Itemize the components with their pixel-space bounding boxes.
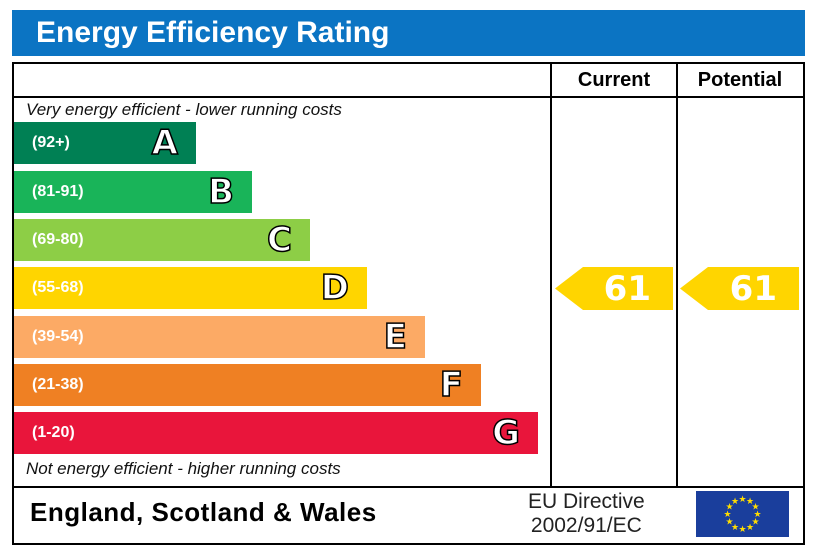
band-d: (55-68) D <box>14 267 367 309</box>
arrow-shape <box>555 267 673 310</box>
band-f: (21-38) F <box>14 364 481 406</box>
footer-region: England, Scotland & Wales <box>30 497 377 527</box>
divider-current <box>550 62 552 488</box>
band-letter: G <box>491 412 520 454</box>
band-letter: B <box>207 171 234 213</box>
band-letter: F <box>439 364 464 406</box>
star-icon: ★ <box>725 517 733 527</box>
current-rating-value: 61 <box>603 269 651 309</box>
band-range: (92+) <box>32 134 70 151</box>
star-icon: ★ <box>751 517 759 527</box>
potential-rating-arrow: 61 <box>680 267 799 310</box>
directive-line2: 2002/91/EC <box>530 514 642 537</box>
title-bar: Energy Efficiency Rating <box>12 10 805 56</box>
chart-title: Energy Efficiency Rating <box>36 16 390 49</box>
band-range: (39-54) <box>32 328 84 345</box>
band-range: (21-38) <box>32 376 84 393</box>
potential-rating-value: 61 <box>729 269 777 309</box>
eu-directive: EU Directive 2002/91/EC <box>528 490 645 538</box>
star-icon: ★ <box>725 502 733 512</box>
top-note: Very energy efficient - lower running co… <box>26 100 342 119</box>
star-icon: ★ <box>753 509 761 519</box>
band-letter: D <box>320 267 350 309</box>
divider-potential <box>676 62 678 488</box>
star-icon: ★ <box>738 494 746 504</box>
footer-divider <box>12 486 803 488</box>
band-b: (81-91) B <box>14 171 252 213</box>
band-range: (55-68) <box>32 279 84 296</box>
band-e: (39-54) E <box>14 316 425 358</box>
column-header-current: Current <box>577 69 651 91</box>
bottom-note: Not energy efficient - higher running co… <box>26 459 341 478</box>
directive-line1: EU Directive <box>528 490 645 513</box>
star-icon: ★ <box>751 502 759 512</box>
star-icon: ★ <box>746 496 754 506</box>
band-letter: E <box>383 316 408 358</box>
band-range: (1-20) <box>32 424 75 441</box>
column-header-potential: Potential <box>697 69 783 91</box>
band-letter: A <box>151 122 179 164</box>
band-range: (81-91) <box>32 183 84 200</box>
star-icon: ★ <box>746 522 754 532</box>
star-icon: ★ <box>723 509 731 519</box>
band-c: (69-80) C <box>14 219 310 261</box>
star-icon: ★ <box>731 496 739 506</box>
star-icon: ★ <box>731 522 739 532</box>
star-icon: ★ <box>738 524 746 534</box>
header-divider <box>12 96 803 98</box>
band-range: (69-80) <box>32 231 84 248</box>
band-g: (1-20) G <box>14 412 538 454</box>
arrow-shape <box>680 267 799 310</box>
band-letter: C <box>266 219 292 261</box>
eu-flag-icon: ★ ★ ★ ★ ★ ★ ★ ★ ★ ★ ★ ★ <box>696 491 789 537</box>
current-rating-arrow: 61 <box>555 267 673 310</box>
rating-table <box>12 62 805 545</box>
band-a: (92+) A <box>14 122 196 164</box>
